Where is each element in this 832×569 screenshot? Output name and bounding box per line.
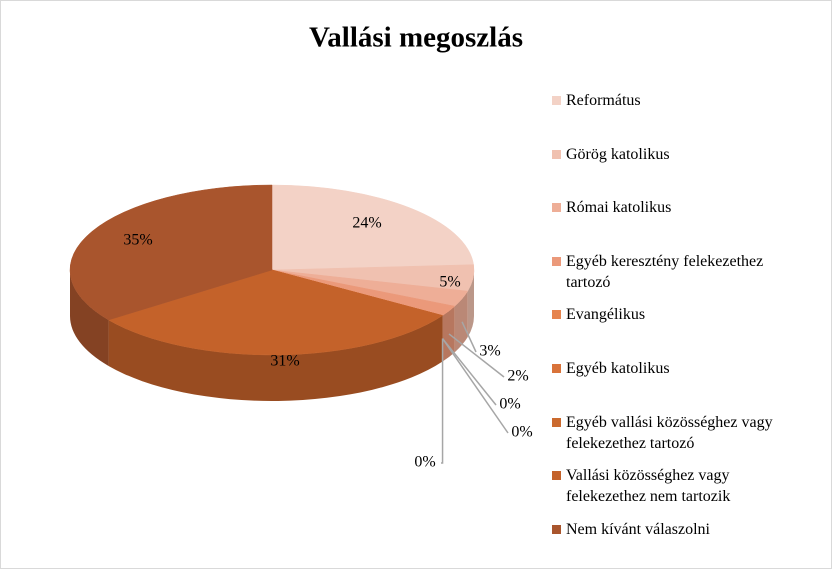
legend-swatch	[552, 149, 561, 159]
slice	[107, 269, 444, 356]
legend-item: Egyéb keresztény felekezethez tartozó	[552, 251, 802, 293]
data-label: 35%	[123, 232, 152, 249]
slice-side	[442, 306, 455, 362]
legend-swatch	[552, 256, 561, 266]
leader-line	[461, 321, 477, 353]
legend-swatch	[552, 203, 561, 213]
leader-line	[441, 338, 509, 434]
leader-line	[441, 338, 444, 464]
legend-item: Görög katolikus	[552, 144, 802, 165]
data-label: 0%	[499, 396, 520, 413]
legend-item: Egyéb vallási közösséghez vagy felekezet…	[552, 412, 802, 454]
legend-label: Görög katolikus	[566, 145, 670, 163]
legend-label: Vallási közösséghez vagy felekezethez ne…	[566, 467, 731, 506]
data-label: 31%	[270, 353, 299, 370]
legend-item: Egyéb katolikus	[552, 358, 802, 379]
chart-title: Vallási megoszlás	[309, 22, 523, 54]
data-label: 0%	[414, 454, 435, 471]
leader-line	[441, 338, 497, 406]
legend-swatch	[552, 417, 561, 427]
legend-label: Evangélikus	[566, 306, 646, 324]
slice-side	[108, 315, 443, 401]
legend-item: Vallási közösséghez vagy felekezethez ne…	[552, 465, 802, 507]
legend-label: Egyéb keresztény felekezethez tartozó	[566, 252, 764, 291]
legend-label: Római katolikus	[566, 199, 672, 217]
legend-swatch	[552, 310, 561, 320]
legend-item: Református	[552, 90, 802, 111]
slice	[69, 184, 273, 321]
data-label: 0%	[511, 424, 532, 441]
slice-side	[454, 291, 468, 353]
legend-swatch	[552, 524, 561, 534]
data-label: 5%	[439, 274, 460, 291]
data-label: 2%	[507, 368, 528, 385]
legend-item: Római katolikus	[552, 197, 802, 218]
slice-side	[467, 270, 474, 338]
legend-label: Nem kívánt válaszolni	[566, 520, 710, 538]
legend-swatch	[552, 96, 561, 105]
leader-line	[448, 333, 505, 378]
legend-swatch	[552, 471, 561, 481]
legend-item: Nem kívánt válaszolni	[552, 519, 802, 540]
legend-swatch	[552, 364, 561, 373]
legend-label: Egyéb katolikus	[566, 360, 670, 377]
data-label: 24%	[352, 215, 381, 232]
data-label: 3%	[479, 343, 500, 360]
legend-label: Egyéb vallási közösséghez vagy felekezet…	[566, 413, 773, 452]
legend-item: Evangélikus	[552, 304, 802, 325]
slice	[271, 184, 474, 271]
legend-label: Református	[566, 92, 641, 109]
slice-side	[70, 270, 109, 366]
